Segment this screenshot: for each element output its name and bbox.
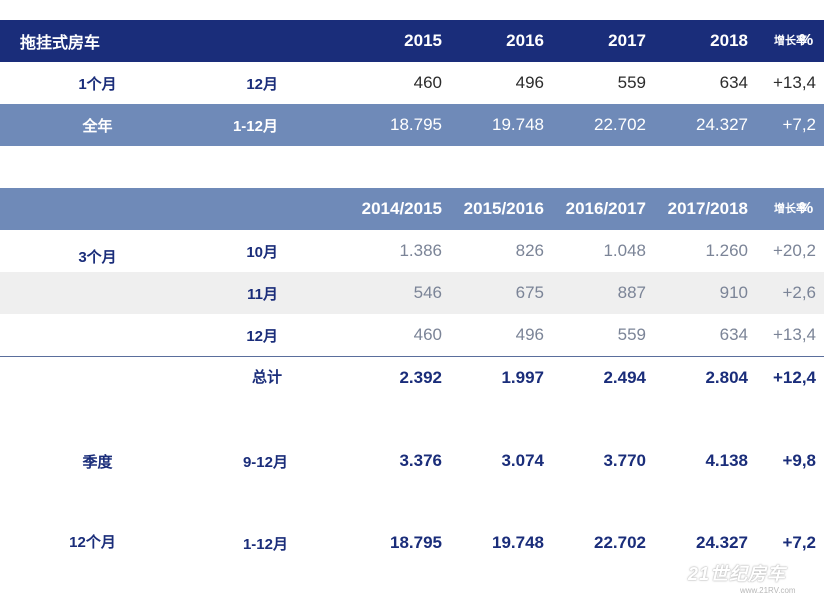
season-header-1: 2014/2015	[361, 199, 442, 218]
value-season-2: 496	[515, 325, 544, 344]
row-period: 1-12月	[242, 535, 288, 553]
percent-sign: %	[799, 200, 814, 217]
table2-row-nov: 11月 546 675 887 910 +2,6	[0, 272, 824, 314]
season-header-3: 2016/2017	[565, 199, 646, 218]
row-period: 12月	[246, 75, 278, 93]
value-2016: 496	[515, 73, 544, 92]
year-header-2016: 2016	[506, 31, 544, 50]
row-period: 12月	[246, 327, 278, 345]
growth-value: +20,2	[772, 241, 816, 260]
growth-value: +7,2	[782, 533, 816, 552]
growth-value: +12,4	[772, 368, 816, 387]
growth-rate-label: 增长率	[774, 202, 807, 215]
value-season-2: 1.997	[501, 368, 544, 387]
year-header-2017: 2017	[608, 31, 646, 50]
growth-header: 增长率%	[774, 188, 813, 230]
row-label: 全年	[82, 117, 113, 135]
value-season-3: 1.048	[603, 241, 646, 260]
value-season-4: 1.260	[705, 241, 748, 260]
table1-row-month: 1个月 12月 460 496 559 634 +13,4	[0, 62, 824, 104]
value-season-4: 910	[719, 283, 748, 302]
value-2018: 24.327	[696, 115, 748, 134]
growth-header: 增长率%	[774, 20, 813, 62]
season-header-4: 2017/2018	[667, 199, 748, 218]
table1-row-year: 全年 1-12月 18.795 19.748 22.702 24.327 +7,…	[0, 104, 824, 146]
row-period: 11月	[247, 285, 278, 303]
value-2017: 22.702	[594, 115, 646, 134]
value-season-1: 3.376	[399, 451, 442, 470]
value-season-4: 24.327	[696, 533, 748, 552]
table2-row-oct: 3个月 10月 1.386 826 1.048 1.260 +20,2	[0, 230, 824, 272]
table2-row-dec: 12月 460 496 559 634 +13,4	[0, 314, 824, 356]
value-season-3: 3.770	[603, 451, 646, 470]
year-header-2015: 2015	[404, 31, 442, 50]
row-label: 12个月	[69, 533, 116, 551]
row-period: 总计	[251, 368, 282, 386]
percent-sign: %	[799, 32, 814, 49]
value-season-1: 2.392	[399, 368, 442, 387]
value-season-2: 3.074	[501, 451, 544, 470]
value-season-4: 2.804	[705, 368, 748, 387]
row-period: 1-12月	[232, 117, 278, 135]
value-season-3: 22.702	[594, 533, 646, 552]
value-2018: 634	[719, 73, 748, 92]
growth-value: +2,6	[782, 283, 816, 302]
value-season-3: 559	[617, 325, 646, 344]
table-divider	[0, 356, 824, 357]
value-season-1: 546	[413, 283, 442, 302]
growth-value: +13,4	[772, 325, 816, 344]
table1-header: 拖挂式房车 2015 2016 2017 2018 增长率%	[0, 20, 824, 62]
table1-title: 拖挂式房车	[20, 35, 101, 52]
growth-value: +13,4	[772, 73, 816, 92]
season-header-2: 2015/2016	[463, 199, 544, 218]
row-label: 1个月	[78, 75, 117, 93]
watermark-url: www.21RV.com	[740, 586, 796, 595]
table2-row-total: 总计 2.392 1.997 2.494 2.804 +12,4	[0, 357, 824, 399]
value-2016: 19.748	[492, 115, 544, 134]
value-season-3: 2.494	[603, 368, 646, 387]
value-season-2: 675	[515, 283, 544, 302]
year-header-2018: 2018	[710, 31, 748, 50]
table2-header: 2014/2015 2015/2016 2016/2017 2017/2018 …	[0, 188, 824, 230]
watermark-logo: 21世纪房车	[688, 564, 787, 584]
value-season-2: 19.748	[492, 533, 544, 552]
growth-value: +7,2	[782, 115, 816, 134]
value-2017: 559	[617, 73, 646, 92]
row-label: 季度	[82, 453, 113, 471]
value-season-2: 826	[515, 241, 544, 260]
value-2015: 460	[413, 73, 442, 92]
row-period: 9-12月	[242, 453, 288, 471]
row-period: 10月	[246, 243, 278, 261]
table2-row-twelve: 12个月 1-12月 18.795 19.748 22.702 24.327 +…	[0, 522, 824, 564]
value-season-1: 460	[413, 325, 442, 344]
value-2015: 18.795	[390, 115, 442, 134]
value-season-1: 18.795	[390, 533, 442, 552]
table2-row-quarter: 季度 9-12月 3.376 3.074 3.770 4.138 +9,8	[0, 440, 824, 482]
group-label: 3个月	[78, 249, 117, 266]
value-season-4: 4.138	[705, 451, 748, 470]
value-season-3: 887	[617, 283, 646, 302]
growth-value: +9,8	[782, 451, 816, 470]
growth-rate-label: 增长率	[774, 34, 807, 47]
value-season-1: 1.386	[399, 241, 442, 260]
value-season-4: 634	[719, 325, 748, 344]
